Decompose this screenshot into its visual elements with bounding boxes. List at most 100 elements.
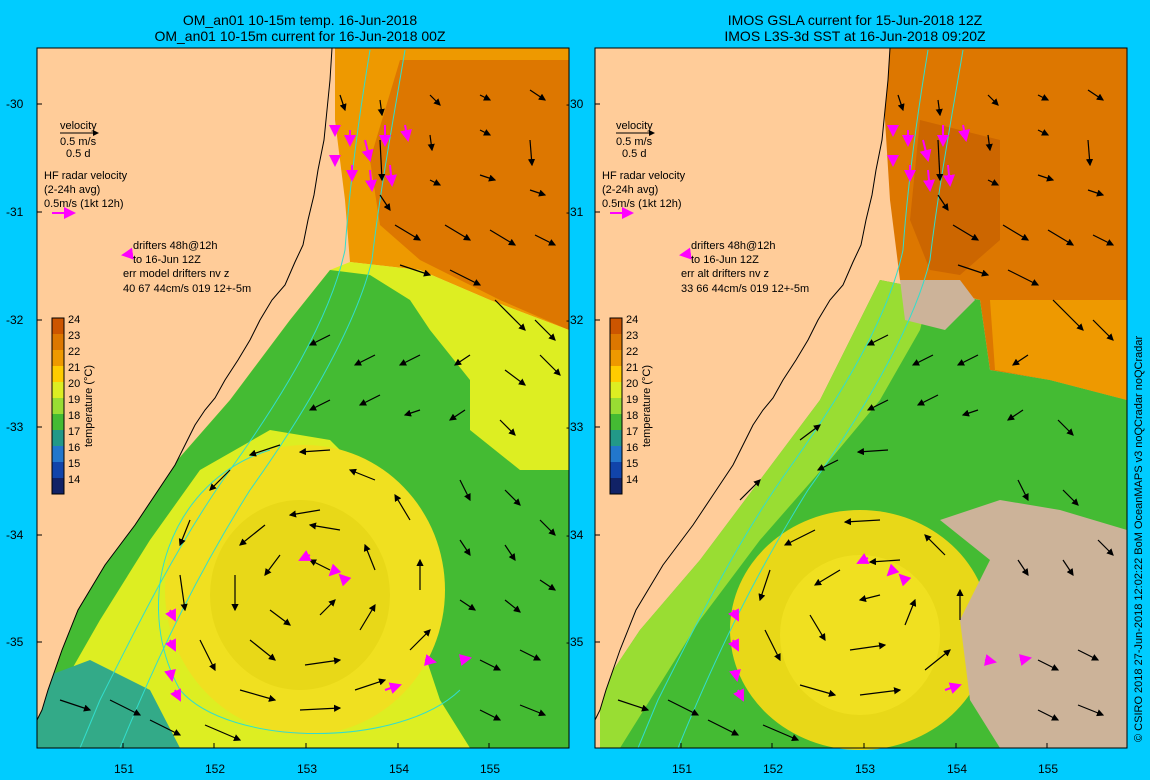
right-colorbar: 24 23 22 21 20 19 18 17 16 15 14 temperature (°C) bbox=[609, 314, 653, 495]
colorbar-swatch bbox=[610, 382, 622, 398]
colorbar-tick-label: 18 bbox=[68, 410, 80, 422]
lat-label: -30 bbox=[6, 97, 24, 111]
colorbar-swatch bbox=[52, 382, 64, 398]
hf-radar-label: HF radar velocity bbox=[44, 170, 128, 182]
colorbar-tick-label: 24 bbox=[626, 314, 638, 326]
lat-label: -32 bbox=[6, 313, 24, 327]
velocity-title: velocity bbox=[60, 120, 97, 132]
lon-label: 151 bbox=[672, 762, 692, 776]
left-sst-coastal-teal bbox=[37, 660, 180, 748]
right-eddy-inner bbox=[780, 555, 940, 715]
colorbar-swatch bbox=[52, 446, 64, 462]
velocity-scale: 0.5 m/s bbox=[60, 136, 97, 148]
left-isobath bbox=[79, 49, 371, 749]
colorbar-swatch bbox=[610, 334, 622, 350]
right-panel-title: IMOS GSLA current for 15-Jun-2018 12Z IM… bbox=[595, 12, 1115, 44]
colorbar-swatch bbox=[610, 462, 622, 478]
colorbar-tick-label: 21 bbox=[626, 362, 638, 374]
colorbar-tick-label: 21 bbox=[68, 362, 80, 374]
left-current-vectors bbox=[59, 89, 561, 741]
left-lat-axis: -30 -31 -32 -33 -34 -35 bbox=[6, 97, 42, 649]
colorbar-tick-label: 19 bbox=[68, 394, 80, 406]
right-coastline bbox=[594, 47, 891, 721]
left-map bbox=[36, 47, 570, 749]
colorbar-tick-label: 14 bbox=[68, 474, 80, 486]
lon-label: 153 bbox=[855, 762, 875, 776]
right-hf-radar-vectors bbox=[728, 124, 1032, 702]
colorbar-swatch bbox=[610, 414, 622, 430]
right-map-frame bbox=[594, 47, 1128, 749]
drifters-err-header: err model drifters nv z bbox=[123, 268, 229, 280]
colorbar-tick-label: 18 bbox=[626, 410, 638, 422]
left-title-line1: OM_an01 10-15m temp. 16-Jun-2018 bbox=[182, 12, 418, 28]
left-sst-hot bbox=[370, 60, 569, 330]
right-current-vectors bbox=[617, 89, 1115, 741]
lon-label: 151 bbox=[114, 762, 134, 776]
drifters-err-header: err alt drifters nv z bbox=[681, 268, 769, 280]
colorbar-tick-label: 14 bbox=[626, 474, 638, 486]
drifter-arrow bbox=[121, 247, 134, 260]
colorbar-swatch bbox=[52, 398, 64, 414]
lon-label: 153 bbox=[297, 762, 317, 776]
left-eddy-inner bbox=[210, 500, 390, 690]
colorbar-swatch bbox=[52, 430, 64, 446]
lat-label: -34 bbox=[6, 528, 24, 542]
hf-radar-avg: (2-24h avg) bbox=[44, 184, 100, 196]
drifter-arrow bbox=[679, 247, 692, 260]
right-title-line2: IMOS L3S-3d SST at 16-Jun-2018 09:20Z bbox=[724, 28, 986, 44]
right-sst-orange bbox=[990, 300, 1127, 400]
left-map-frame bbox=[36, 47, 570, 749]
colorbar-tick-label: 15 bbox=[68, 458, 80, 470]
lat-label: -35 bbox=[566, 635, 584, 649]
lat-label: -31 bbox=[6, 205, 24, 219]
lon-label: 154 bbox=[389, 762, 409, 776]
drifters-time: to 16-Jun 12Z bbox=[691, 254, 759, 266]
lon-label: 154 bbox=[947, 762, 967, 776]
colorbar-tick-label: 22 bbox=[68, 346, 80, 358]
left-legend: velocity 0.5 m/s 0.5 d HF radar velocity… bbox=[44, 120, 251, 295]
lon-label: 152 bbox=[205, 762, 225, 776]
drifters-err-values: 33 66 44cm/s 019 12+-5m bbox=[681, 283, 809, 295]
left-lon-axis: 151 152 153 154 155 bbox=[114, 743, 500, 776]
colorbar-swatch bbox=[610, 446, 622, 462]
drifters-label: drifters 48h@12h bbox=[691, 240, 776, 252]
colorbar-tick-label: 17 bbox=[626, 426, 638, 438]
hf-radar-avg: (2-24h avg) bbox=[602, 184, 658, 196]
colorbar-swatch bbox=[610, 366, 622, 382]
velocity-scale: 0.5 m/s bbox=[616, 136, 653, 148]
lat-label: -33 bbox=[566, 420, 584, 434]
right-lat-axis: -30 -31 -32 -33 -34 -35 bbox=[566, 97, 600, 649]
right-lon-axis: 151 152 153 154 155 bbox=[672, 743, 1058, 776]
lon-label: 155 bbox=[1038, 762, 1058, 776]
colorbar-tick-label: 17 bbox=[68, 426, 80, 438]
right-cloud-1 bbox=[940, 500, 1127, 748]
hf-radar-label: HF radar velocity bbox=[602, 170, 686, 182]
drifters-label: drifters 48h@12h bbox=[133, 240, 218, 252]
left-hf-radar-vectors bbox=[164, 124, 472, 702]
colorbar-label: temperature (°C) bbox=[641, 365, 653, 447]
colorbar-tick-label: 23 bbox=[68, 330, 80, 342]
colorbar-label: temperature (°C) bbox=[83, 365, 95, 447]
colorbar-swatch bbox=[52, 478, 64, 494]
colorbar-swatch bbox=[52, 318, 64, 334]
velocity-time: 0.5 d bbox=[622, 148, 646, 160]
lon-label: 152 bbox=[763, 762, 783, 776]
left-title-line2: OM_an01 10-15m current for 16-Jun-2018 0… bbox=[154, 28, 446, 44]
left-coastline bbox=[36, 47, 333, 721]
colorbar-tick-label: 24 bbox=[68, 314, 80, 326]
colorbar-tick-label: 16 bbox=[68, 442, 80, 454]
colorbar-swatch bbox=[610, 478, 622, 494]
lat-label: -31 bbox=[566, 205, 584, 219]
colorbar-tick-label: 22 bbox=[626, 346, 638, 358]
left-colorbar: 24 23 22 21 20 19 18 17 16 15 14 temperature (°C) bbox=[51, 314, 95, 495]
colorbar-swatch bbox=[610, 430, 622, 446]
right-title-line1: IMOS GSLA current for 15-Jun-2018 12Z bbox=[727, 12, 983, 28]
drifters-err-values: 40 67 44cm/s 019 12+-5m bbox=[123, 283, 251, 295]
hf-radar-scale: 0.5m/s (1kt 12h) bbox=[602, 198, 681, 210]
right-map bbox=[594, 47, 1128, 750]
colorbar-tick-label: 19 bbox=[626, 394, 638, 406]
lat-label: -33 bbox=[6, 420, 24, 434]
colorbar-tick-label: 15 bbox=[626, 458, 638, 470]
colorbar-tick-label: 16 bbox=[626, 442, 638, 454]
colorbar-tick-label: 23 bbox=[626, 330, 638, 342]
